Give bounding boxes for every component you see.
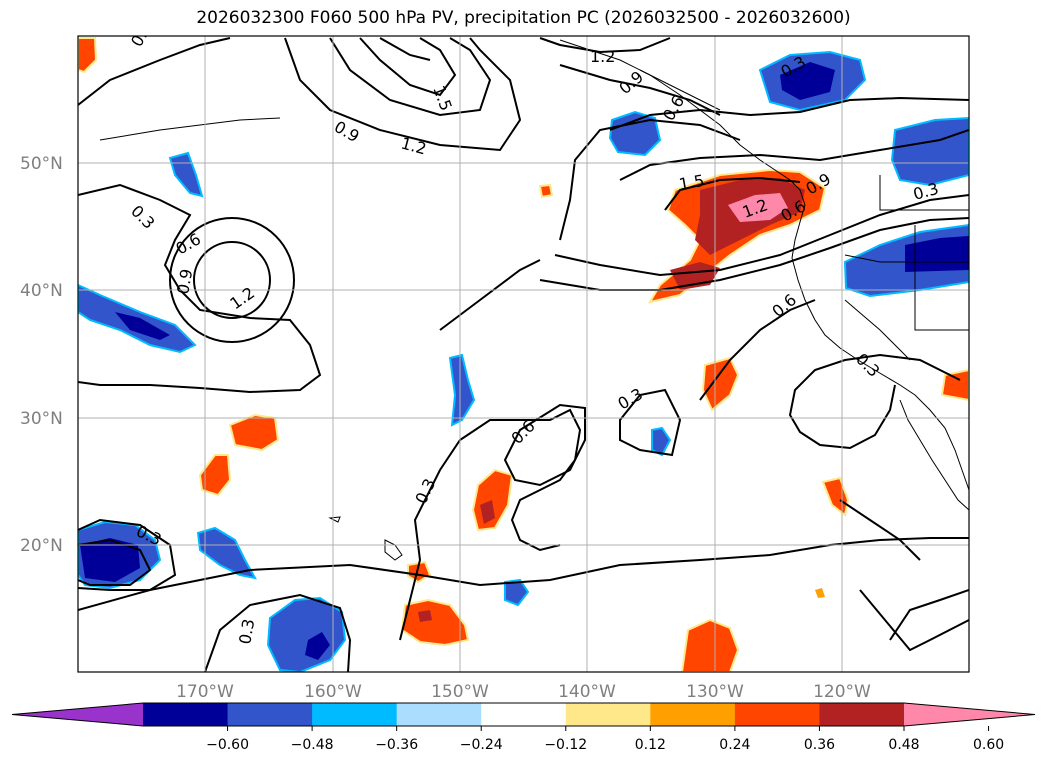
contour-label: 0.9	[173, 267, 196, 295]
colorbar-tick-label: 0.48	[888, 737, 919, 753]
lon-label-140w: 140°W	[558, 682, 616, 702]
lon-label-150w: 150°W	[431, 682, 489, 702]
lat-label-40n: 40°N	[20, 281, 63, 301]
colorbar-segment	[227, 703, 313, 726]
colorbar-segment	[565, 703, 651, 726]
colorbar-tick-label: 0.24	[719, 737, 750, 753]
contour-label: 1.2	[226, 283, 258, 313]
colorbar-tick-label: 0.12	[635, 737, 666, 753]
colorbar-outline	[11, 702, 1036, 727]
colorbar-segment	[143, 703, 229, 726]
colorbar-segment	[312, 703, 398, 726]
graticule	[78, 36, 969, 672]
contour-label: 0.6	[173, 229, 205, 258]
contour-label: 1.2	[399, 134, 429, 159]
colorbar-tick-label: −0.60	[206, 737, 249, 753]
colorbar: −0.60 −0.48 −0.36 −0.24 −0.12 0.12 0.24 0.36 0.4…	[11, 702, 1036, 753]
lat-label-30n: 30°N	[20, 409, 63, 429]
contour-label: 0.3	[235, 617, 258, 645]
lon-label-120w: 120°W	[813, 682, 871, 702]
colorbar-tick-label: 0.60	[973, 737, 1004, 753]
contour-labels: 0.3 0.3 0.6 0.9 1.2 1.2 0.9 1.5 1.2 0.9 …	[127, 18, 941, 646]
lon-label-160w: 160°W	[304, 682, 362, 702]
contour-label: 0.6	[768, 290, 800, 321]
map-frame	[77, 35, 970, 673]
pv-contours	[78, 37, 969, 672]
contour-label: 0.3	[852, 349, 883, 380]
colorbar-segment	[734, 703, 820, 726]
lat-label-20n: 20°N	[20, 536, 63, 556]
contour-label: 0.3	[127, 201, 158, 232]
contour-label: 0.9	[615, 67, 647, 98]
colorbar-tick-label: −0.48	[291, 737, 334, 753]
precip-shading	[78, 37, 969, 672]
colorbar-segment	[650, 703, 736, 726]
contour-label: 1.5	[429, 83, 456, 113]
lon-label-170w: 170°W	[176, 682, 234, 702]
colorbar-extend-low	[12, 703, 143, 726]
lon-label-130w: 130°W	[686, 682, 744, 702]
colorbar-segment	[481, 703, 567, 726]
colorbar-tick-label: −0.36	[375, 737, 418, 753]
colorbar-segment	[819, 703, 905, 726]
contour-label: 0.3	[127, 18, 156, 50]
lat-label-50n: 50°N	[20, 154, 63, 174]
contour-label: 1.2	[590, 47, 615, 66]
contour-label: 1.5	[677, 171, 705, 194]
colorbar-extend-high	[904, 703, 1035, 726]
colorbar-tick-label: 0.36	[804, 737, 835, 753]
colorbar-segment	[396, 703, 482, 726]
latitude-labels: 50°N 40°N 30°N 20°N	[20, 154, 63, 556]
map-title: 2026032300 F060 500 hPa PV, precipitatio…	[196, 8, 851, 28]
colorbar-tick-label: −0.12	[544, 737, 587, 753]
contour-label: 0.3	[615, 384, 647, 413]
colorbar-tick-label: −0.24	[460, 737, 503, 753]
map-area: 0.3 0.3 0.6 0.9 1.2 1.2 0.9 1.5 1.2 0.9 …	[78, 18, 969, 672]
longitude-labels: 170°W 160°W 150°W 140°W 130°W 120°W	[176, 682, 871, 702]
